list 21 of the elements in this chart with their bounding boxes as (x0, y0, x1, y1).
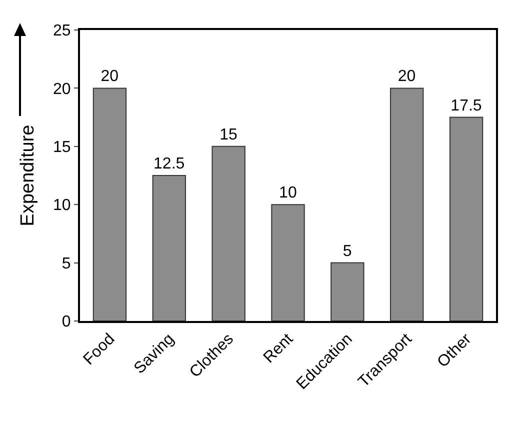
data-label: 5 (342, 242, 352, 260)
bar (390, 88, 424, 321)
y-tick-label: 0 (62, 314, 71, 331)
y-tick-label: 15 (53, 139, 71, 156)
data-label: 12.5 (154, 156, 185, 172)
bar (92, 88, 127, 321)
data-label: 15 (220, 126, 238, 144)
data-label: 10 (279, 184, 297, 202)
bar (271, 204, 305, 321)
y-tick-label: 5 (62, 255, 71, 272)
data-label: 20 (100, 68, 119, 86)
y-axis-title: Expenditure (17, 124, 38, 226)
y-tick-label: 10 (53, 197, 71, 214)
bar (212, 146, 246, 321)
bar (330, 262, 364, 321)
bar (449, 116, 484, 321)
data-label: 17.5 (450, 97, 482, 114)
y-tick-label: 25 (53, 22, 71, 40)
y-tick-label: 20 (53, 80, 71, 98)
bar (152, 175, 186, 321)
data-label: 20 (398, 68, 416, 86)
